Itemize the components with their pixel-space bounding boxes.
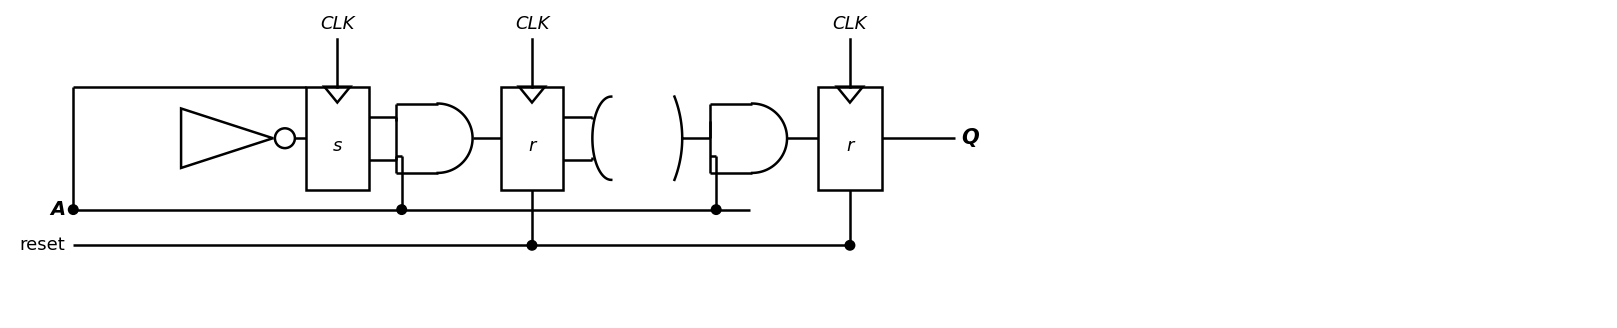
Text: CLK: CLK xyxy=(514,15,550,33)
Text: CLK: CLK xyxy=(320,15,354,33)
Text: s: s xyxy=(333,137,343,155)
Text: reset: reset xyxy=(19,236,65,254)
Text: A: A xyxy=(50,200,65,219)
Text: r: r xyxy=(846,137,854,155)
Text: Q: Q xyxy=(962,128,980,148)
Text: r: r xyxy=(529,137,535,155)
Circle shape xyxy=(396,205,406,215)
Circle shape xyxy=(711,205,721,215)
Text: CLK: CLK xyxy=(833,15,867,33)
Circle shape xyxy=(527,240,537,250)
Circle shape xyxy=(68,205,78,215)
Circle shape xyxy=(846,240,855,250)
